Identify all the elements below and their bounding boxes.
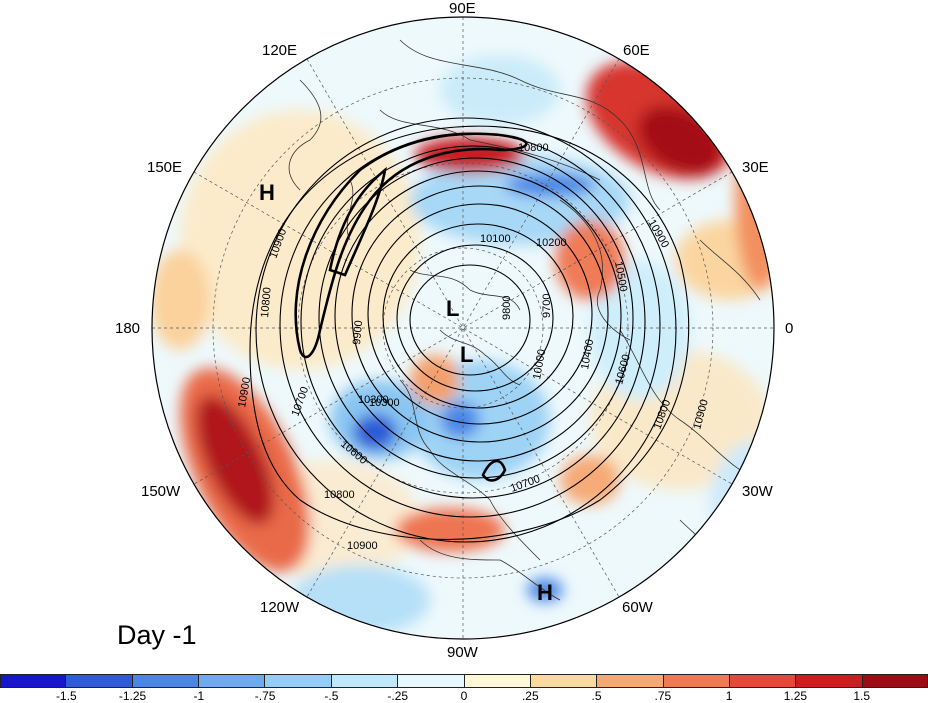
longitude-label-30w: 30W	[742, 483, 773, 500]
longitude-label-90w: 90W	[447, 644, 478, 661]
contour-label: 9800	[501, 296, 513, 320]
colorbar-tick-label: -.25	[387, 689, 409, 703]
colorbar-swatch	[796, 674, 863, 688]
colorbar-swatch	[663, 674, 730, 688]
colorbar-tick-label: 1.25	[783, 689, 808, 703]
colorbar-swatch	[729, 674, 797, 688]
colorbar-swatch	[398, 674, 465, 688]
colorbar-swatch	[331, 674, 399, 688]
colorbar-swatch	[66, 674, 133, 688]
longitude-label-180: 180	[115, 320, 141, 337]
panel-label: Day -1	[117, 620, 197, 650]
polar-stereographic-map: 10800 10300 10900 10100 10200 10500 1090…	[151, 16, 775, 640]
colorbar-tick-label: .75	[654, 689, 672, 703]
colorbar-border	[0, 674, 928, 688]
colorbar-tick-label: -.75	[254, 689, 276, 703]
colorbar-tick-label: -1.5	[55, 689, 77, 703]
colorbar-swatch	[132, 674, 200, 688]
contour-label: 10800	[324, 489, 355, 501]
colorbar-tick-label: .5	[591, 689, 602, 703]
height-contours	[249, 117, 690, 543]
contour-label: 9700	[541, 294, 553, 318]
colorbar-swatch	[265, 674, 332, 688]
contour-label: 10200	[536, 237, 567, 249]
colorbar-tick-label: 0	[460, 689, 468, 703]
colorbar-swatch	[862, 674, 928, 688]
colorbar-tick-label: -1	[193, 689, 205, 703]
anomaly-field: 10800 10300 10900 10100 10200 10500 1090…	[152, 17, 774, 639]
high-pressure-marker: H	[537, 580, 553, 605]
jet-contour	[294, 132, 528, 482]
coastlines	[288, 39, 761, 601]
low-pressure-marker: L	[460, 342, 474, 367]
longitude-label-30e: 30E	[742, 159, 769, 176]
contour-label: 10000	[531, 348, 548, 380]
colorbar-tick-label: .25	[521, 689, 539, 703]
colorbar-tick-label: -1.25	[118, 689, 147, 703]
contour-label: 10900	[236, 376, 253, 408]
contour-label: 10100	[480, 233, 511, 245]
colorbar-swatch	[0, 674, 67, 688]
longitude-label-90e: 90E	[449, 0, 476, 17]
low-pressure-marker: L	[446, 296, 460, 321]
longitude-label-60e: 60E	[623, 42, 650, 59]
contour-label: 10900	[347, 540, 378, 552]
contour-label: 10400	[579, 338, 596, 370]
contour-label: 10300	[358, 394, 389, 406]
longitude-label-0: 0	[785, 320, 794, 337]
contour-label: 10800	[518, 142, 549, 154]
colorbar-tick-label: 1.5	[853, 689, 871, 703]
longitude-label-150w: 150W	[141, 483, 181, 500]
map-boundary	[151, 16, 775, 640]
colorbar-swatch	[530, 674, 598, 688]
colorbar-swatch	[597, 674, 664, 688]
longitude-label-120w: 120W	[260, 599, 300, 616]
longitude-label-120e: 120E	[262, 42, 298, 59]
contour-label: 10500	[612, 260, 629, 292]
colorbar	[0, 674, 928, 688]
colorbar-swatch	[199, 674, 266, 688]
contour-label: 9900	[351, 320, 365, 345]
colorbar-tick-label: -.5	[324, 689, 339, 703]
colorbar-tick-label: 1	[725, 689, 733, 703]
contour-label: 10300	[369, 397, 400, 409]
longitude-label-150e: 150E	[147, 159, 183, 176]
longitude-label-60w: 60W	[622, 599, 653, 616]
high-pressure-marker: H	[259, 180, 275, 205]
colorbar-swatch	[464, 674, 531, 688]
contour-label: 10800	[259, 287, 274, 319]
